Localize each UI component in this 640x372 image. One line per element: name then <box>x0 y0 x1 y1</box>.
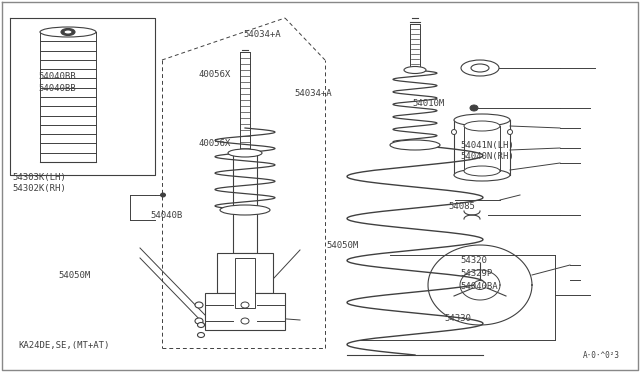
Ellipse shape <box>464 121 500 131</box>
Ellipse shape <box>461 60 499 76</box>
Text: 54010M: 54010M <box>413 99 445 108</box>
Text: KA24DE,SE,(MT+AT): KA24DE,SE,(MT+AT) <box>18 341 109 350</box>
Text: 40056X: 40056X <box>198 70 230 79</box>
Ellipse shape <box>241 302 249 308</box>
Text: 54034+A: 54034+A <box>294 89 332 97</box>
Bar <box>235 258 255 308</box>
Ellipse shape <box>61 29 75 35</box>
Text: 54050M: 54050M <box>59 271 91 280</box>
Text: 54041N(LH): 54041N(LH) <box>461 141 515 150</box>
Bar <box>233 153 257 253</box>
Ellipse shape <box>454 169 510 181</box>
Ellipse shape <box>474 280 486 289</box>
Text: 54040BA: 54040BA <box>461 282 499 291</box>
Text: 54034+A: 54034+A <box>243 30 281 39</box>
Ellipse shape <box>390 140 440 150</box>
Ellipse shape <box>195 302 203 308</box>
Ellipse shape <box>40 27 96 37</box>
Ellipse shape <box>161 193 166 197</box>
Bar <box>217 253 273 293</box>
Text: 54040BB: 54040BB <box>38 72 76 81</box>
Ellipse shape <box>198 333 205 337</box>
Ellipse shape <box>198 323 205 327</box>
Ellipse shape <box>228 149 262 157</box>
Ellipse shape <box>195 318 203 324</box>
Ellipse shape <box>64 30 72 34</box>
Text: 54320: 54320 <box>461 256 488 265</box>
Text: 40056X: 40056X <box>198 139 230 148</box>
Ellipse shape <box>451 129 456 135</box>
Bar <box>205 293 285 330</box>
Text: A·0·^0²3: A·0·^0²3 <box>583 350 620 359</box>
Text: 54040N(RH): 54040N(RH) <box>461 152 515 161</box>
Text: 54303K(LH): 54303K(LH) <box>13 173 67 182</box>
Ellipse shape <box>464 166 500 176</box>
Text: 54330: 54330 <box>445 314 472 323</box>
Text: 54040B: 54040B <box>150 211 182 219</box>
Ellipse shape <box>471 64 489 72</box>
Polygon shape <box>428 245 532 325</box>
Text: 54302K(RH): 54302K(RH) <box>13 185 67 193</box>
Ellipse shape <box>508 129 513 135</box>
Text: 54050M: 54050M <box>326 241 358 250</box>
Ellipse shape <box>470 105 478 111</box>
Text: 54040BB: 54040BB <box>38 84 76 93</box>
Ellipse shape <box>454 114 510 126</box>
Ellipse shape <box>404 67 426 74</box>
Text: 54085: 54085 <box>448 202 475 211</box>
Text: 54329P: 54329P <box>461 269 493 278</box>
Ellipse shape <box>241 318 249 324</box>
Ellipse shape <box>220 205 270 215</box>
